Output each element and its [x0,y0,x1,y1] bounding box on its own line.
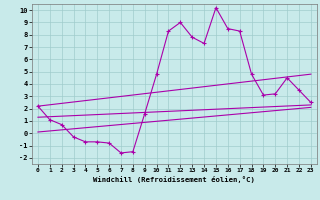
X-axis label: Windchill (Refroidissement éolien,°C): Windchill (Refroidissement éolien,°C) [93,176,255,183]
